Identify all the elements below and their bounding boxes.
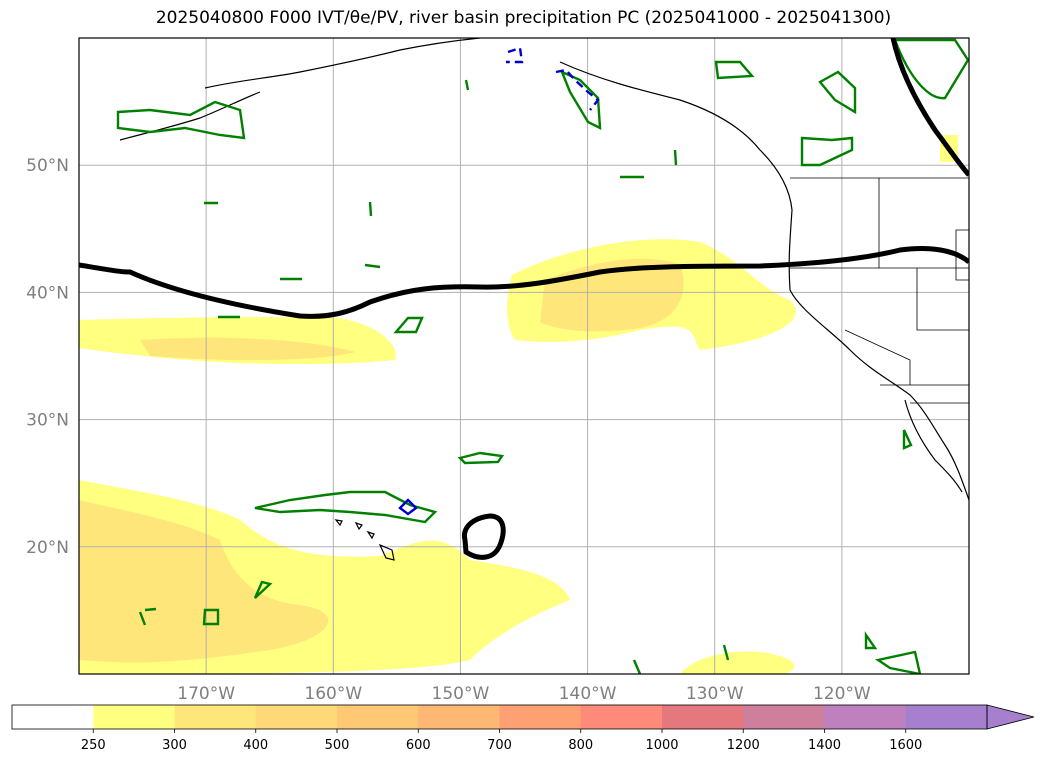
hawaii-islands <box>334 519 395 561</box>
colorbar-tick-label: 250 <box>81 738 106 753</box>
colorbar-segment <box>255 705 338 729</box>
pv-contour <box>457 451 505 465</box>
gridlines <box>79 38 969 674</box>
ivt-contour-northeast <box>890 38 969 177</box>
coastline-baja <box>904 399 963 493</box>
colorbar-tick-label: 1600 <box>889 738 922 753</box>
latitude-tick-labels: 20°N 30°N 40°N 50°N <box>26 156 69 558</box>
colorbar-segment <box>743 705 825 729</box>
pv-contour <box>393 316 424 334</box>
theta-e-contour <box>398 498 418 516</box>
pv-contour <box>800 136 854 167</box>
lat-tick-label: 40°N <box>26 283 69 303</box>
pv-contour <box>893 38 969 100</box>
pv-contour <box>202 608 220 626</box>
pv-contour <box>204 175 644 319</box>
colorbar-tick-label: 1400 <box>808 738 841 753</box>
colorbar-segment <box>418 705 500 729</box>
coastline-north-america <box>559 61 969 501</box>
colorbar: 250 300 400 500 600 700 800 1000 1200 1400 1600 <box>11 704 1035 753</box>
pv-contour <box>874 650 922 674</box>
colorbar-segment <box>662 705 744 729</box>
ivt-shading <box>79 135 958 674</box>
pv-contour <box>818 70 857 115</box>
colorbar-tick-label: 1200 <box>727 738 760 753</box>
theta-e-contour <box>555 68 600 111</box>
lon-tick-label: 160°W <box>304 684 362 704</box>
ivt-contour-main <box>79 246 969 319</box>
colorbar-tick-label: 600 <box>406 738 431 753</box>
ivt-contour-circle <box>461 513 506 560</box>
pv-contours <box>116 38 969 674</box>
colorbar-segment <box>337 705 419 729</box>
state-border-5 <box>880 384 969 403</box>
ivt-band-south-inner <box>79 500 329 663</box>
pv-contour <box>138 607 157 626</box>
theta-e-contours <box>398 46 600 516</box>
state-border-3 <box>916 268 969 331</box>
pv-contour <box>714 60 755 80</box>
pv-contour <box>254 490 438 524</box>
longitude-tick-labels: 170°W 160°W 150°W 140°W 130°W 120°W <box>177 684 871 704</box>
pv-contour <box>116 100 246 140</box>
ivt-band-east <box>680 651 795 674</box>
coastlines <box>119 38 969 501</box>
lon-tick-label: 140°W <box>559 684 617 704</box>
colorbar-segment <box>905 705 988 729</box>
lon-tick-label: 130°W <box>686 684 744 704</box>
colorbar-tick-label: 500 <box>325 738 350 753</box>
colorbar-segment <box>12 705 94 729</box>
state-border-4 <box>844 329 911 385</box>
lon-tick-label: 170°W <box>177 684 235 704</box>
theta-e-contour <box>506 46 524 64</box>
lon-tick-label: 150°W <box>432 684 490 704</box>
colorbar-segment <box>174 705 257 729</box>
state-border-6 <box>955 229 969 281</box>
island-kauai <box>334 519 343 527</box>
ivt-band-north-inner <box>140 337 355 361</box>
plot-frame <box>78 37 970 675</box>
colorbar-segment <box>93 705 175 729</box>
island-maui <box>366 530 375 540</box>
colorbar-tick-label: 1000 <box>645 738 678 753</box>
colorbar-tick-label: 400 <box>243 738 268 753</box>
map-title: 2025040800 F000 IVT/θe/PV, river basin p… <box>155 8 892 28</box>
colorbar-segment <box>824 705 907 729</box>
colorbar-tick-label: 700 <box>487 738 512 753</box>
borders <box>790 177 969 404</box>
colorbar-extend-arrow <box>986 704 1035 730</box>
ivt-contours <box>79 38 969 560</box>
pv-contour <box>559 69 602 131</box>
colorbar-segment <box>580 705 663 729</box>
island-oahu <box>354 521 363 531</box>
lat-tick-label: 50°N <box>26 156 69 176</box>
pv-contour <box>864 631 878 650</box>
island-big <box>378 543 395 561</box>
coastline-alaska <box>119 38 481 141</box>
pv-contour <box>902 429 913 450</box>
pv-contour <box>253 580 273 599</box>
lat-tick-label: 30°N <box>26 411 69 431</box>
lat-tick-label: 20°N <box>26 538 69 558</box>
pv-contour <box>632 644 730 674</box>
colorbar-segment <box>499 705 582 729</box>
colorbar-tick-label: 800 <box>568 738 593 753</box>
colorbar-tick-label: 300 <box>162 738 187 753</box>
pv-contour <box>368 79 678 217</box>
lon-tick-label: 120°W <box>813 684 871 704</box>
